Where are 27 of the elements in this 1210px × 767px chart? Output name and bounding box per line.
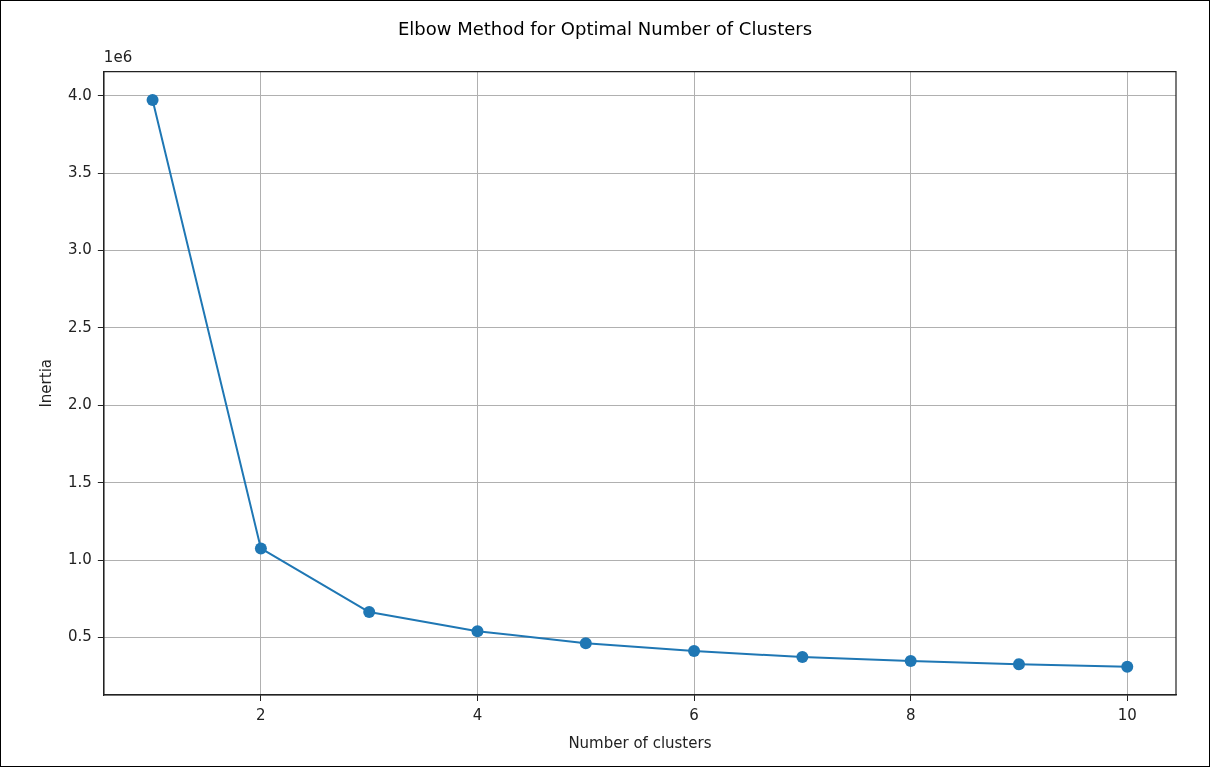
point <box>471 625 484 638</box>
text: 1e6 <box>103 47 133 66</box>
x-axis-title: Number of clusters <box>568 733 712 752</box>
point <box>1121 660 1134 673</box>
point <box>688 644 701 657</box>
y-tick-label: 3.0 <box>68 240 92 259</box>
point <box>579 637 592 650</box>
y-tick-label: 2.0 <box>68 395 92 414</box>
x-tick-label: 6 <box>689 705 699 724</box>
point <box>146 93 159 106</box>
point <box>363 606 376 619</box>
x-tick-label: 4 <box>472 705 483 724</box>
point <box>254 542 267 555</box>
y-tick-label: 4.0 <box>68 85 92 104</box>
y-tick-label: 0.5 <box>68 627 92 646</box>
point <box>904 654 917 667</box>
y-tick-label: 2.5 <box>68 317 92 336</box>
x-tick-label: 2 <box>256 705 266 724</box>
point <box>796 651 809 664</box>
point <box>1012 658 1025 671</box>
chart-title: Elbow Method for Optimal Number of Clusters <box>397 18 813 40</box>
y-tick-label: 3.5 <box>68 163 92 182</box>
x-tick-label: 10 <box>1117 705 1137 724</box>
y-axis-title: Inertia <box>36 359 55 408</box>
y-tick-label: 1.0 <box>68 549 92 568</box>
x-tick-label: 8 <box>905 705 916 724</box>
y-tick-label: 1.5 <box>68 472 92 491</box>
